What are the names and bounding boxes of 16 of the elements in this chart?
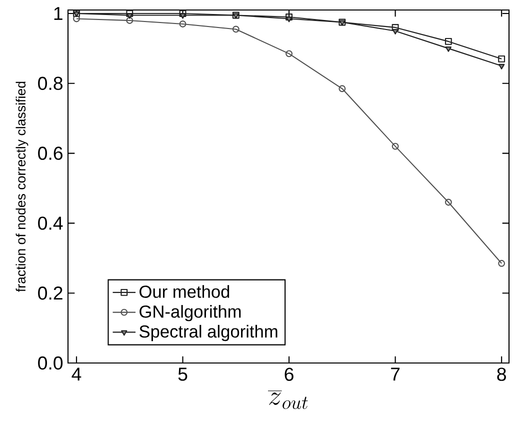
y-tick-label: 1: [54, 7, 62, 20]
y-tick-label: 0.0: [38, 356, 63, 370]
x-axis-title: $\overline{z}_{out}$: [268, 390, 308, 409]
y-axis-title: fraction of nodes correctly classified: [16, 82, 28, 292]
x-tick-label: 5: [178, 368, 188, 381]
x-tick-label: 6: [284, 368, 294, 381]
legend-label: GN-algorithm: [140, 305, 241, 322]
y-tick-label: 0.8: [38, 76, 62, 90]
y-tick-label: 0.4: [38, 216, 63, 230]
y-tick-label: 0.2: [38, 286, 62, 300]
x-tick-label: 7: [391, 368, 400, 381]
legend-label: Our method: [140, 285, 230, 298]
x-tick-label: 4: [72, 368, 82, 381]
x-tick-label: 8: [497, 368, 506, 381]
legend-label: Spectral algorithm: [140, 324, 278, 342]
y-tick-label: 0.6: [38, 146, 62, 160]
